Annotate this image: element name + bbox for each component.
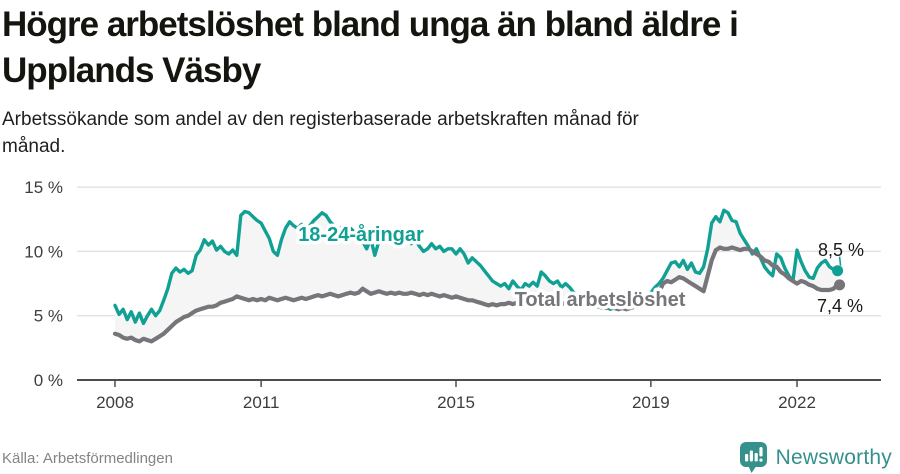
x-tick-label-2019: 2019 xyxy=(632,393,670,412)
newsworthy-bubble-chart-icon xyxy=(739,442,767,473)
x-tick-label-2011: 2011 xyxy=(243,393,280,412)
y-tick-label-0: 0 % xyxy=(34,371,63,390)
x-tick-label-2022: 2022 xyxy=(778,393,816,412)
page-title: Högre arbetslöshet bland unga än bland ä… xyxy=(2,2,886,94)
x-tick-label-2015: 2015 xyxy=(437,393,475,412)
series-label-youth: 18-24-åringar xyxy=(298,223,424,246)
page-title-line-2: Upplands Väsby xyxy=(2,51,261,90)
chart-subtitle-line-2: månad. xyxy=(2,136,66,157)
x-tick-label-2008: 2008 xyxy=(96,393,134,412)
y-tick-label-5: 5 % xyxy=(34,307,63,326)
y-tick-label-10: 10 % xyxy=(24,242,63,261)
end-dot-youth xyxy=(832,265,844,277)
leader-youth xyxy=(838,256,842,266)
end-label-youth: 8,5 % xyxy=(818,240,864,260)
end-dot-total xyxy=(834,279,846,291)
line-youth xyxy=(113,208,840,326)
page-title-line-1: Högre arbetslöshet bland unga än bland ä… xyxy=(2,5,739,44)
chart-header: Högre arbetslöshet bland unga än bland ä… xyxy=(2,2,886,160)
end-label-total: 7,4 % xyxy=(817,296,863,316)
chart-subtitle-line-1: Arbetssökande som andel av den registerb… xyxy=(2,109,639,130)
source-note: Källa: Arbetsförmedlingen xyxy=(2,450,173,467)
series-label-total: Total arbetslöshet xyxy=(515,289,686,311)
newsworthy-logo: Newsworthy xyxy=(739,441,892,474)
newsworthy-wordmark: Newsworthy xyxy=(775,445,892,469)
line-total xyxy=(112,245,840,344)
y-tick-label-15: 15 % xyxy=(24,178,63,197)
band-fill xyxy=(115,210,838,342)
chart-subtitle: Arbetssökande som andel av den registerb… xyxy=(2,106,886,160)
